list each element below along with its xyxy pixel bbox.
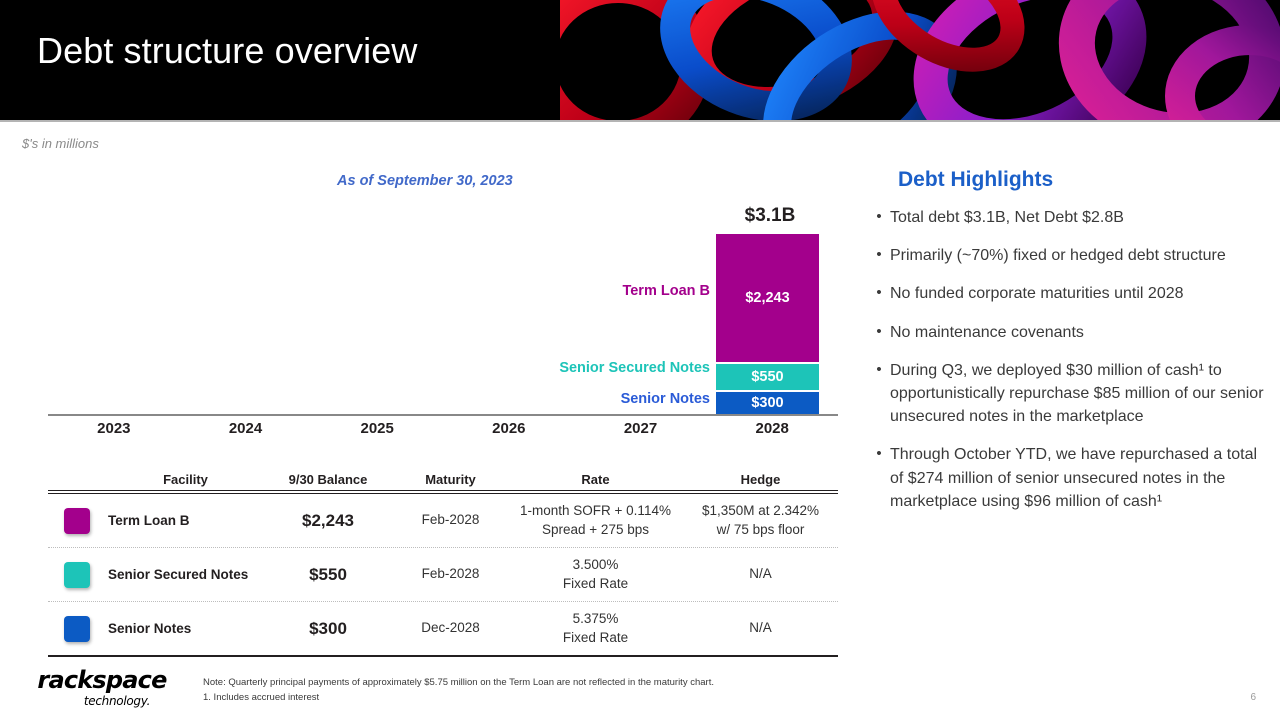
row-rate: 5.375% Fixed Rate bbox=[508, 610, 683, 646]
row-hedge: $1,350M at 2.342% w/ 75 bps floor bbox=[683, 502, 838, 538]
table-header-row: Facility 9/30 Balance Maturity Rate Hedg… bbox=[48, 468, 838, 490]
row-maturity: Dec-2028 bbox=[421, 620, 480, 636]
page-title: Debt structure overview bbox=[37, 30, 418, 71]
axis-tick-2023: 2023 bbox=[97, 420, 131, 437]
highlight-text: No funded corporate maturities until 202… bbox=[890, 285, 1184, 303]
axis-tick-2026: 2026 bbox=[492, 420, 526, 437]
maturity-bar-chart: $3.1B Term Loan B Senior Secured Notes S… bbox=[48, 205, 838, 415]
row-maturity: Feb-2028 bbox=[421, 566, 480, 582]
bullet-icon: • bbox=[876, 246, 882, 264]
list-item: • No maintenance covenants bbox=[868, 321, 1268, 344]
table-bottom-rule bbox=[48, 655, 838, 657]
chart-asof-label: As of September 30, 2023 bbox=[337, 173, 513, 189]
table-header-rate: Rate bbox=[581, 471, 610, 487]
list-item: • Total debt $3.1B, Net Debt $2.8B bbox=[868, 206, 1268, 229]
slide-header-band: Debt structure overview bbox=[0, 0, 1280, 120]
table-header-rule bbox=[48, 490, 838, 494]
row-rate-line2: Spread + 275 bps bbox=[542, 521, 649, 537]
highlight-text: During Q3, we deployed $30 million of ca… bbox=[890, 361, 1264, 426]
debt-facilities-table: Facility 9/30 Balance Maturity Rate Hedg… bbox=[48, 468, 838, 657]
axis-tick-2027: 2027 bbox=[623, 420, 658, 437]
stacked-bar-2028: $2,243 $550 $300 bbox=[715, 233, 820, 415]
row-rate: 3.500% Fixed Rate bbox=[508, 556, 683, 592]
row-rate-line2: Fixed Rate bbox=[562, 629, 629, 645]
chart-legend-senior-notes: Senior Notes bbox=[620, 391, 710, 407]
row-balance: $550 bbox=[309, 564, 347, 584]
list-item: • No funded corporate maturities until 2… bbox=[868, 282, 1268, 305]
bar-segment-senior-secured-notes: $550 bbox=[715, 363, 820, 391]
row-rate-line1: 3.500% bbox=[572, 557, 619, 573]
bullet-icon: • bbox=[876, 208, 882, 225]
highlights-title: Debt Highlights bbox=[898, 168, 1054, 191]
bar-segment-term-loan-b: $2,243 bbox=[715, 233, 820, 363]
row-rate: 1-month SOFR + 0.114% Spread + 275 bps bbox=[508, 502, 683, 538]
list-item: • During Q3, we deployed $30 million of … bbox=[868, 359, 1268, 429]
page-number: 6 bbox=[1250, 692, 1256, 703]
debt-highlights-panel: Debt Highlights • Total debt $3.1B, Net … bbox=[868, 168, 1268, 528]
footnotes: Note: Quarterly principal payments of ap… bbox=[203, 676, 714, 705]
bar-segment-senior-notes: $300 bbox=[715, 391, 820, 415]
chart-x-axis-labels: 2023 2024 2025 2026 2027 2028 bbox=[48, 418, 838, 437]
table-header-balance: 9/30 Balance bbox=[288, 471, 368, 487]
row-hedge-line2: w/ 75 bps floor bbox=[716, 521, 805, 537]
highlight-text: No maintenance covenants bbox=[890, 323, 1084, 341]
footnote-note: Note: Quarterly principal payments of ap… bbox=[203, 677, 714, 688]
list-item: • Primarily (~70%) fixed or hedged debt … bbox=[868, 244, 1268, 267]
row-swatch-cell bbox=[48, 561, 108, 588]
table-row: Term Loan B $2,243 Feb-2028 1-month SOFR… bbox=[48, 494, 838, 548]
row-hedge: N/A bbox=[749, 620, 772, 636]
bullet-icon: • bbox=[876, 360, 882, 378]
chart-x-axis-line bbox=[48, 414, 838, 416]
rackspace-technology-logo: rackspace technology. bbox=[32, 668, 172, 708]
table-row: Senior Secured Notes $550 Feb-2028 3.500… bbox=[48, 548, 838, 602]
table-header-hedge: Hedge bbox=[740, 471, 781, 487]
units-note: $'s in millions bbox=[22, 136, 99, 151]
row-balance: $2,243 bbox=[302, 510, 354, 530]
axis-tick-2028: 2028 bbox=[755, 420, 789, 437]
row-rate-line1: 1-month SOFR + 0.114% bbox=[520, 503, 671, 519]
header-decorative-artwork bbox=[560, 0, 1280, 120]
row-rate-line1: 5.375% bbox=[572, 611, 619, 627]
row-maturity: Feb-2028 bbox=[421, 512, 480, 528]
color-swatch-senior-notes bbox=[64, 615, 90, 642]
row-rate-line2: Fixed Rate bbox=[562, 575, 629, 591]
row-hedge-line1: $1,350M at 2.342% bbox=[701, 503, 820, 519]
highlight-text: Primarily (~70%) fixed or hedged debt st… bbox=[890, 247, 1226, 265]
highlight-text: Total debt $3.1B, Net Debt $2.8B bbox=[890, 209, 1124, 226]
row-facility-name: Term Loan B bbox=[108, 513, 190, 528]
highlight-text: Through October YTD, we have repurchased… bbox=[890, 446, 1258, 510]
footnote-1: 1. Includes accrued interest bbox=[203, 691, 320, 703]
row-balance: $300 bbox=[309, 618, 347, 638]
header-divider-rule bbox=[0, 120, 1280, 122]
chart-legend-senior-secured-notes: Senior Secured Notes bbox=[559, 360, 710, 376]
axis-tick-2025: 2025 bbox=[360, 420, 394, 437]
logo-wordmark: rackspace bbox=[37, 666, 167, 694]
bullet-icon: • bbox=[876, 322, 882, 340]
row-hedge: N/A bbox=[749, 566, 772, 582]
logo-tagline: technology. bbox=[83, 694, 151, 708]
table-header-maturity: Maturity bbox=[425, 471, 476, 487]
axis-tick-2024: 2024 bbox=[228, 420, 263, 437]
chart-legend-term-loan-b: Term Loan B bbox=[622, 283, 710, 299]
bar-total-label: $3.1B bbox=[744, 205, 796, 226]
color-swatch-senior-secured-notes bbox=[64, 561, 90, 588]
list-item: • Through October YTD, we have repurchas… bbox=[868, 443, 1268, 513]
color-swatch-term-loan-b bbox=[64, 507, 90, 534]
row-facility-name: Senior Notes bbox=[108, 621, 192, 636]
bullet-icon: • bbox=[876, 284, 882, 302]
row-swatch-cell bbox=[48, 615, 108, 642]
table-row: Senior Notes $300 Dec-2028 5.375% Fixed … bbox=[48, 602, 838, 655]
table-header-facility: Facility bbox=[163, 471, 208, 487]
row-swatch-cell bbox=[48, 507, 108, 534]
row-facility-name: Senior Secured Notes bbox=[108, 567, 249, 582]
bullet-icon: • bbox=[876, 445, 882, 463]
